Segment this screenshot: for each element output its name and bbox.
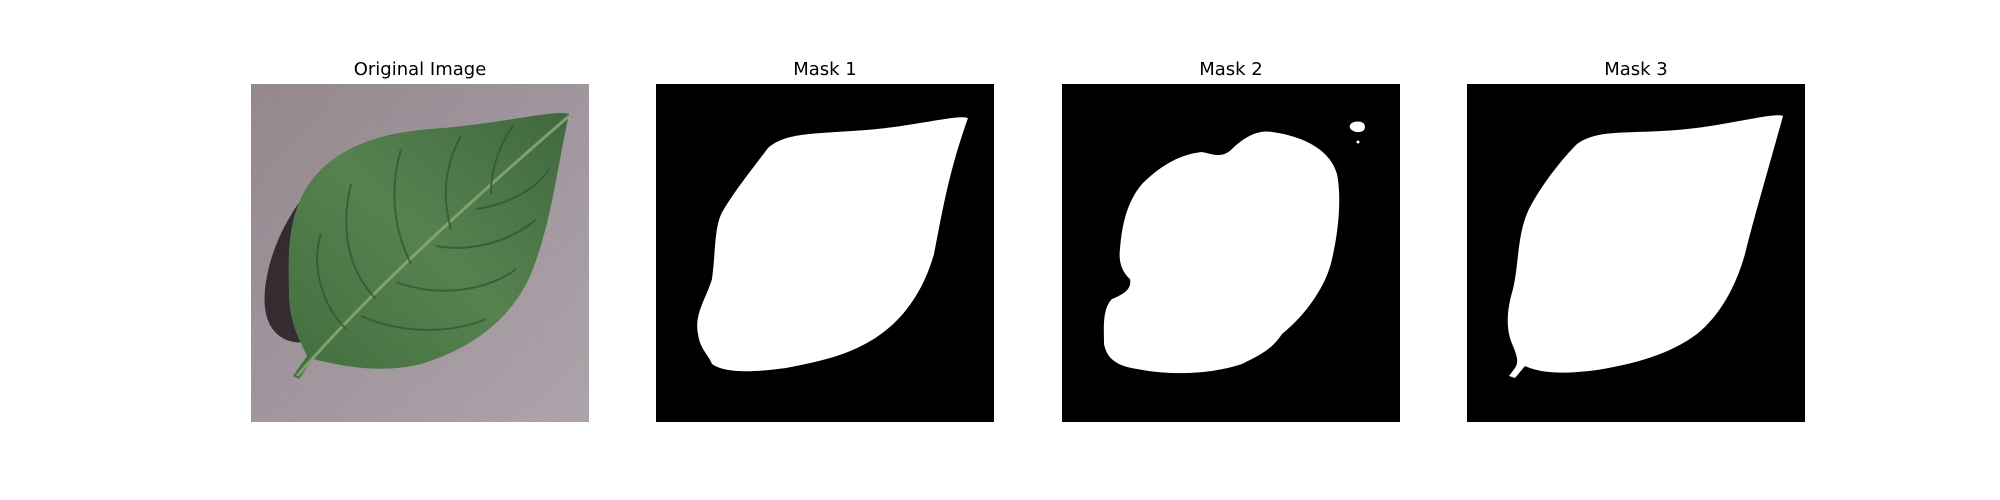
panel-title: Mask 1 [793,59,857,80]
mask-3-region [1507,115,1783,378]
panel-title: Original Image [353,59,487,80]
mask-1-region [697,117,968,372]
panel-mask-3: Mask 3 [1467,0,1805,500]
mask-2-image [1062,84,1400,422]
panel-mask-1: Mask 1 [656,0,994,500]
mask-2-noise-blob [1349,121,1365,133]
panel-title: Mask 3 [1604,59,1668,80]
mask-1-image [656,84,994,422]
panel-title: Mask 2 [1199,59,1263,80]
panel-original-image: Original Image [251,0,589,500]
mask-2-noise-dot [1356,140,1360,144]
mask-3-image [1467,84,1805,422]
leaf-photo [251,84,589,422]
mask-2-region [1103,131,1340,374]
panel-mask-2: Mask 2 [1062,0,1400,500]
